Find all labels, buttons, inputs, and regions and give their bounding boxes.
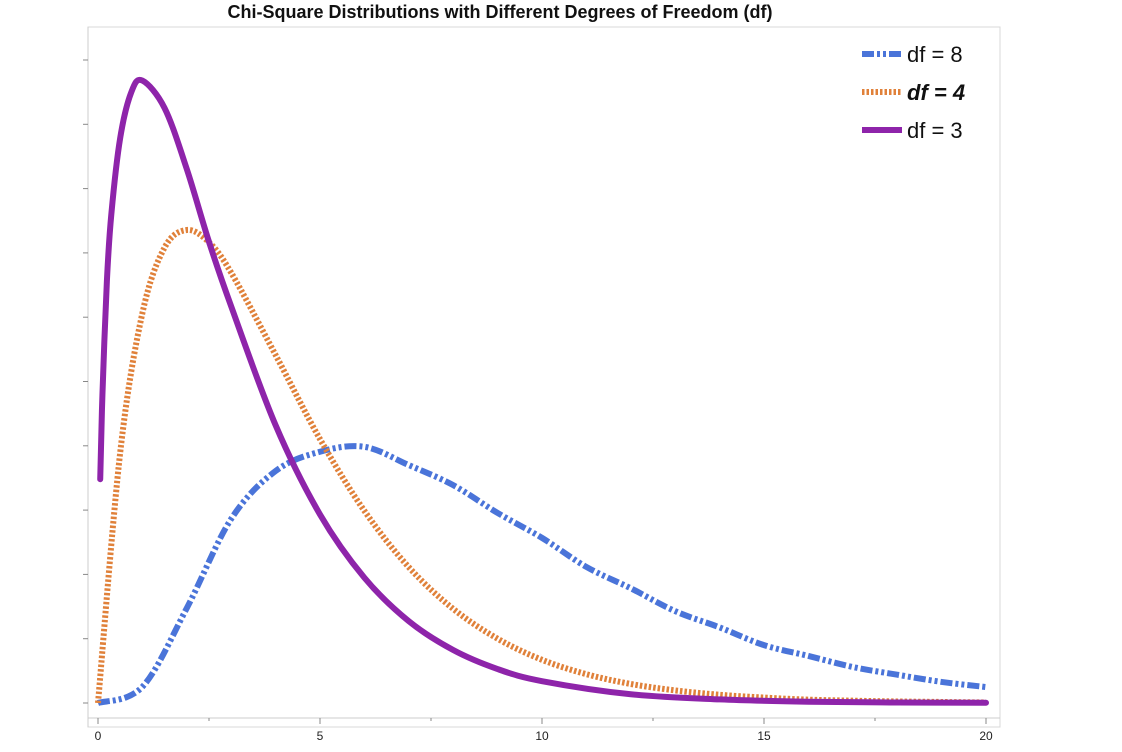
plot-frame [87,26,1001,728]
legend-label-df-8: df = 8 [907,42,963,67]
x-tick-label: 20 [979,729,993,743]
x-tick-label: 10 [535,729,549,743]
series-line-df-3 [97,76,989,706]
series-layer [95,76,989,706]
x-axis-ticks: 0 5 10 15 20 [95,718,993,743]
chart-title: Chi-Square Distributions with Different … [227,2,773,22]
x-tick-label: 0 [95,729,102,743]
x-tick-label: 5 [317,729,324,743]
legend-label-df-3: df = 3 [907,118,963,143]
y-axis-ticks [83,59,88,704]
x-tick-label: 15 [757,729,771,743]
series-line-df-8 [96,443,987,706]
chart-legend: df = 8 df = 4 df = 3 [862,42,965,143]
series-line-df-4 [95,227,987,706]
legend-label-df-4: df = 4 [907,80,965,105]
